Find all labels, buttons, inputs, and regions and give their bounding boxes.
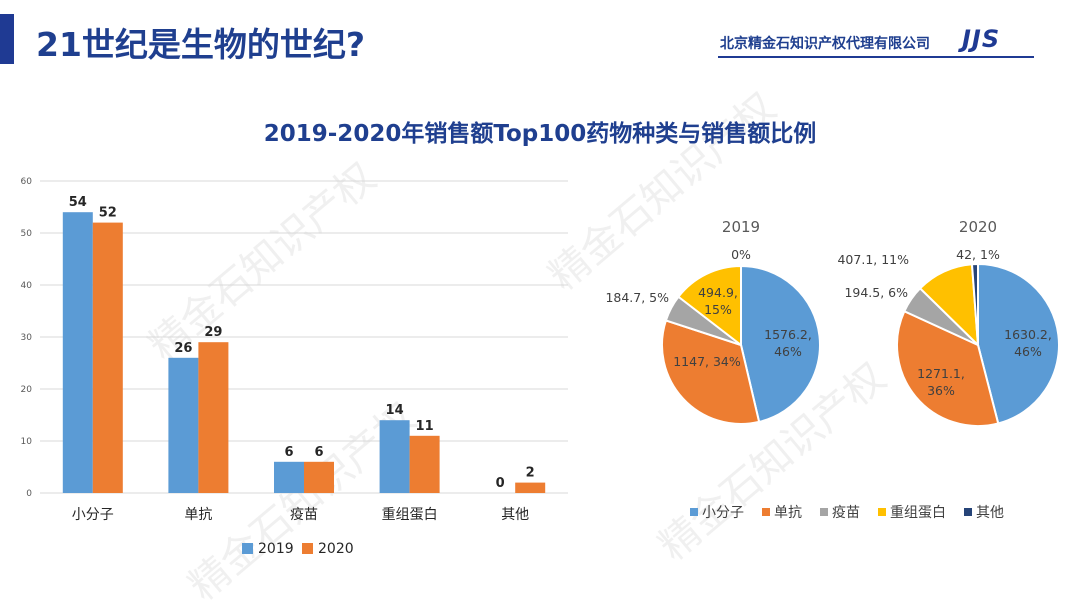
bar-value-label: 29 <box>204 325 222 340</box>
y-tick-label: 10 <box>21 437 33 447</box>
bar-2020 <box>198 342 229 493</box>
legend-swatch-2020 <box>302 543 313 554</box>
bar-2020 <box>409 435 440 493</box>
x-category-label: 重组蛋白 <box>382 507 438 523</box>
y-tick-label: 50 <box>21 229 33 239</box>
legend-label: 2020 <box>318 541 354 557</box>
bar-value-label: 54 <box>69 195 87 210</box>
pie-slice-3 <box>677 264 742 348</box>
pie-data-label: 1576.2, <box>764 327 812 342</box>
pie-data-label: 494.9, <box>698 285 738 300</box>
pie-data-label: 46% <box>774 344 802 359</box>
x-category-label: 小分子 <box>72 507 114 523</box>
bar-value-label: 6 <box>284 445 293 460</box>
pie-slice-1 <box>896 309 1000 427</box>
pie-data-label: 36% <box>927 383 955 398</box>
bar-value-label: 6 <box>314 445 323 460</box>
slide-title: 21世纪是生物的世纪? <box>36 25 366 64</box>
pie-title: 2020 <box>959 218 997 236</box>
title-accent-bar <box>0 14 14 64</box>
pie-slice-0 <box>977 262 1060 425</box>
pie-data-label: 1271.1, <box>917 366 965 381</box>
bar-value-label: 11 <box>416 419 434 434</box>
chart-title: 2019-2020年销售额Top100药物种类与销售额比例 <box>263 121 817 147</box>
y-tick-label: 30 <box>21 333 33 343</box>
header-rule <box>718 56 1034 58</box>
pie-legend-swatch <box>964 508 972 516</box>
bar-2019 <box>379 420 410 493</box>
x-category-label: 疫苗 <box>290 507 318 523</box>
pie-slice-0 <box>740 264 821 424</box>
y-tick-label: 0 <box>26 489 32 499</box>
bar-2020 <box>515 482 546 493</box>
bar-2020 <box>304 461 334 493</box>
pie-data-label: 0% <box>731 247 751 262</box>
pie-slice-4 <box>970 262 979 346</box>
pie-data-label: 46% <box>1014 344 1042 359</box>
pie-slice-1 <box>661 319 761 425</box>
pie-legend-label: 单抗 <box>774 505 802 521</box>
bar-value-label: 26 <box>174 341 192 356</box>
pie-data-label: 1630.2, <box>1004 327 1052 342</box>
pie-legend-swatch <box>762 508 770 516</box>
y-tick-label: 20 <box>21 385 33 395</box>
pie-legend-label: 其他 <box>976 505 1004 521</box>
bar-2020 <box>92 222 123 493</box>
pie-legend-swatch <box>820 508 828 516</box>
pie-legend-label: 疫苗 <box>832 505 860 521</box>
company-name: 北京精金石知识产权代理有限公司 <box>720 36 930 52</box>
pie-title: 2019 <box>722 218 760 236</box>
pie-data-label: 42, 1% <box>956 247 1000 262</box>
pie-data-label: 194.5, 6% <box>844 285 908 300</box>
bar-value-label: 14 <box>386 403 404 418</box>
x-category-label: 其他 <box>501 507 529 523</box>
legend-swatch-2019 <box>242 543 253 554</box>
bar-value-label: 52 <box>99 206 117 221</box>
bar-value-label: 2 <box>526 466 535 481</box>
pie-legend-swatch <box>878 508 886 516</box>
pie-data-label: 15% <box>704 302 732 317</box>
y-tick-label: 60 <box>21 177 33 187</box>
pie-data-label: 184.7, 5% <box>605 290 669 305</box>
y-tick-label: 40 <box>21 281 33 291</box>
pie-data-label: 407.1, 11% <box>837 252 909 267</box>
company-logo: JJS <box>962 25 1001 53</box>
pie-legend-label: 小分子 <box>702 505 744 521</box>
pie-legend-swatch <box>690 508 698 516</box>
legend-label: 2019 <box>258 541 294 557</box>
bar-value-label: 0 <box>496 476 505 491</box>
pie-legend-label: 重组蛋白 <box>890 505 946 521</box>
pie-data-label: 1147, 34% <box>673 354 741 369</box>
bar-2019 <box>274 461 304 493</box>
bar-2019 <box>62 212 93 493</box>
bar-2019 <box>168 357 199 493</box>
x-category-label: 单抗 <box>184 507 212 523</box>
